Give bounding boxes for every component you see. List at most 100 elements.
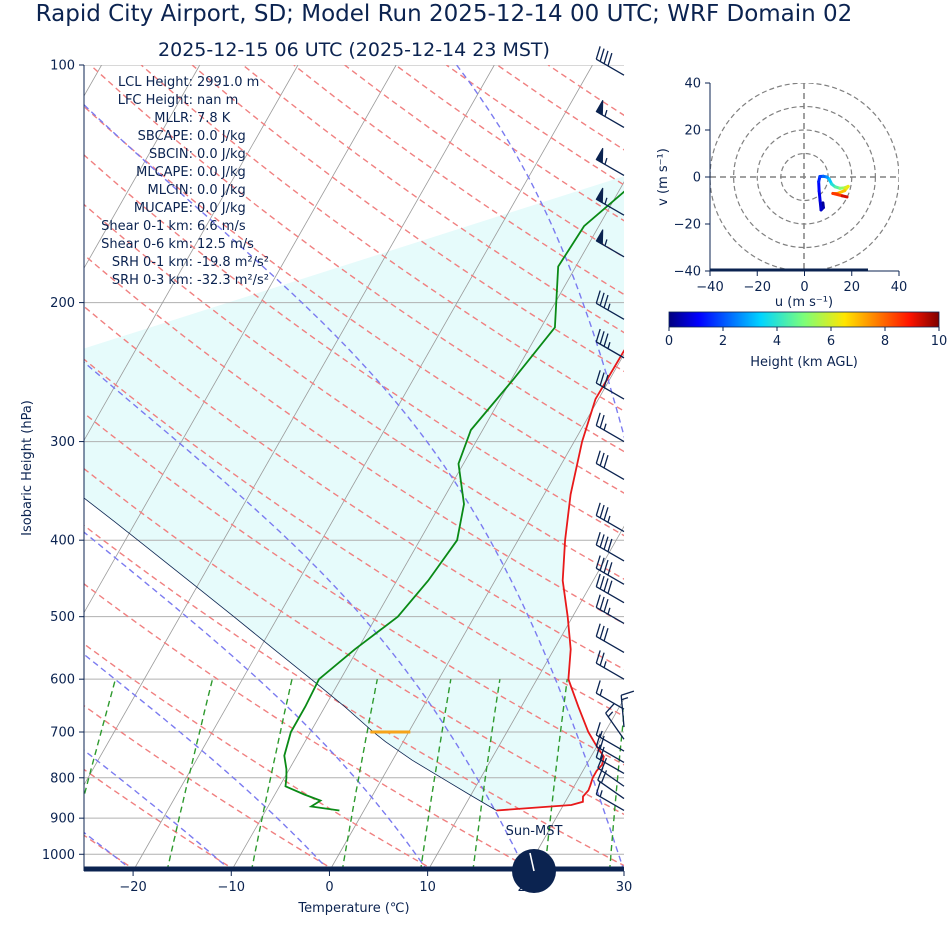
wind-barb-shaft — [596, 607, 624, 623]
wind-barb-half-flag — [605, 110, 607, 116]
wind-barb — [596, 574, 624, 603]
wind-barb-flag — [600, 534, 604, 547]
wind-barb-shaft — [596, 693, 624, 709]
wind-barb-half-flag — [608, 516, 610, 522]
isotherm-line — [919, 65, 948, 871]
index-label: SBCIN: — [149, 147, 193, 162]
wind-barb-flag — [596, 413, 600, 426]
temperature-tick-label: −20 — [119, 880, 146, 895]
wind-barb-flag — [608, 539, 612, 552]
wind-barb-flag — [596, 650, 600, 663]
wind-barb-flag — [600, 576, 604, 589]
index-label: Shear 0-1 km: — [101, 219, 193, 234]
wind-barb-shaft — [596, 516, 624, 532]
mixing-ratio-line — [657, 679, 672, 871]
index-value: nan m — [197, 93, 238, 108]
pressure-tick-label: 400 — [50, 534, 75, 549]
wind-barb — [596, 148, 624, 175]
index-label: MLLR: — [154, 111, 193, 126]
wind-barb — [596, 650, 624, 679]
pressure-tick-label: 600 — [50, 673, 75, 688]
index-value: -32.3 m²/s² — [197, 273, 269, 288]
wind-barb-flag — [621, 691, 634, 695]
wind-barb — [596, 595, 624, 624]
wind-barb-flag — [604, 578, 608, 591]
pressure-tick-label: 200 — [50, 296, 75, 311]
wind-barb-half-flag — [622, 698, 628, 700]
hodograph-v-tick-label: −20 — [674, 218, 701, 233]
wind-barb-half-flag — [604, 424, 606, 430]
sun-label: Sun-MST — [506, 824, 563, 839]
pressure-tick-label: 700 — [50, 726, 75, 741]
mixing-ratio-line — [167, 679, 213, 871]
index-value: 0.0 J/kg — [197, 129, 246, 144]
hodograph-u-tick-label: 0 — [800, 280, 808, 295]
index-value: 0.0 J/kg — [197, 183, 246, 198]
colorbar-label: Height (km AGL) — [750, 355, 858, 370]
hodograph-v-tick-label: 0 — [693, 171, 701, 186]
pressure-tick-label: 500 — [50, 610, 75, 625]
wind-barb — [596, 680, 624, 709]
wind-barb-flag — [596, 722, 600, 735]
index-label: MUCAPE: — [134, 201, 193, 216]
wind-barb-flag — [596, 556, 600, 569]
index-value: 7.8 K — [197, 111, 231, 126]
wind-barb-half-flag — [600, 790, 602, 796]
wind-barb-flag — [596, 595, 600, 608]
wind-barb-flag — [596, 574, 600, 587]
isotherm-line — [624, 65, 948, 871]
wind-barb-flag — [606, 703, 615, 713]
index-label: SRH 0-3 km: — [112, 273, 193, 288]
wind-barb-shaft — [596, 636, 624, 652]
wind-barb-flag — [604, 455, 608, 468]
hodograph-u-tick-label: 20 — [843, 280, 860, 295]
index-value: 2991.0 m — [197, 75, 259, 90]
colorbar-tick-label: 0 — [665, 334, 673, 349]
wind-barb-flag — [596, 532, 600, 545]
wind-barb-half-flag — [608, 608, 610, 614]
pressure-axis-label: Isobaric Height (hPa) — [20, 400, 35, 536]
figure-title: Rapid City Airport, SD; Model Run 2025-1… — [36, 1, 853, 27]
index-label: MLCAPE: — [136, 165, 193, 180]
isotherm-line — [0, 65, 3, 871]
index-value: 0.0 J/kg — [197, 147, 246, 162]
temperature-tick-label: 30 — [616, 880, 633, 895]
wind-barb — [596, 451, 624, 480]
index-value: -19.8 m²/s² — [197, 255, 269, 270]
wind-barb-shaft — [596, 663, 624, 679]
wind-barb — [596, 413, 624, 442]
wind-barb-flag — [600, 505, 604, 518]
hodograph-v-tick-label: 40 — [684, 77, 701, 92]
wind-barb-flag — [604, 507, 608, 520]
wind-barb-flag — [600, 415, 604, 428]
wind-barb-flag — [604, 628, 608, 641]
temperature-tick-label: 0 — [325, 880, 333, 895]
pressure-tick-label: 900 — [50, 812, 75, 827]
wind-barb-shaft — [596, 463, 624, 479]
wind-barb — [596, 46, 624, 75]
wind-barb-flag — [600, 558, 604, 571]
colorbar-gradient — [669, 312, 939, 327]
wind-barb-flag — [596, 46, 600, 59]
pressure-tick-label: 800 — [50, 771, 75, 786]
colorbar-tick-label: 2 — [719, 334, 727, 349]
hodograph-u-tick-label: −20 — [744, 280, 771, 295]
index-value: 0.0 J/kg — [197, 165, 246, 180]
figure-subtitle: 2025-12-15 06 UTC (2025-12-14 23 MST) — [158, 39, 550, 61]
wind-barb-half-flag — [605, 158, 607, 164]
wind-barb — [596, 624, 624, 653]
wind-barb-flag — [600, 49, 604, 62]
index-label: LFC Height: — [118, 93, 193, 108]
wind-barb-shaft — [596, 587, 624, 603]
hodograph-v-tick-label: −40 — [674, 265, 701, 280]
index-label: LCL Height: — [118, 75, 193, 90]
wind-barb-half-flag — [608, 712, 612, 717]
hodograph-v-tick-label: 20 — [684, 124, 701, 139]
pressure-tick-label: 1000 — [42, 848, 75, 863]
index-value: 12.5 m/s — [197, 237, 254, 252]
temperature-tick-label: −10 — [218, 880, 245, 895]
wind-barb-flag — [604, 560, 608, 573]
